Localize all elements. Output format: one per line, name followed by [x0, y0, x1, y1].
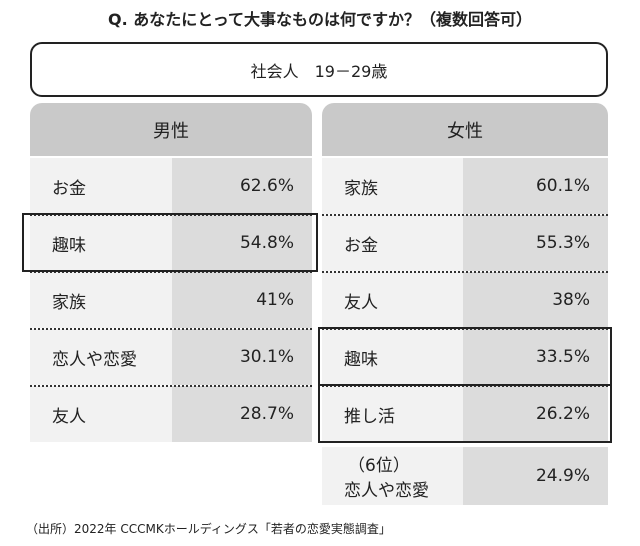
- cell-bg: [463, 272, 608, 328]
- cell-bg: [463, 215, 608, 271]
- item-label: 推し活: [344, 406, 395, 427]
- item-value: 60.1%: [535, 176, 590, 196]
- item-value: 30.1%: [239, 347, 294, 367]
- segment: 社会人 19－29歳: [30, 42, 608, 97]
- item-label: 家族: [52, 292, 86, 313]
- cell-bg: [172, 386, 312, 442]
- row-separator: [30, 214, 312, 216]
- cell-bg: [30, 158, 172, 214]
- row-separator: [30, 328, 312, 330]
- item-value: 26.2%: [535, 404, 590, 424]
- cell-bg: [172, 215, 312, 271]
- cell-bg: [172, 329, 312, 385]
- item-label: 趣味: [344, 349, 378, 370]
- item-value: 28.7%: [239, 404, 294, 424]
- item-label: 友人: [52, 406, 86, 427]
- column-header: 男性: [30, 103, 312, 156]
- item-value: 62.6%: [239, 176, 294, 196]
- row-separator: [322, 214, 608, 216]
- row-separator: [322, 271, 608, 273]
- question: Q. あなたにとって大事なものは何ですか？（複数回答可）: [108, 10, 532, 29]
- item-label: 友人: [344, 292, 378, 313]
- column-header: 女性: [322, 103, 608, 156]
- cell-bg: [463, 447, 608, 505]
- cell-bg: [322, 215, 463, 271]
- row-separator: [322, 385, 608, 387]
- cell-bg: [172, 158, 312, 214]
- cell-bg: [322, 272, 463, 328]
- item-label: お金: [344, 235, 378, 256]
- cell-bg: [30, 272, 172, 328]
- row-separator: [322, 328, 608, 330]
- item-label: 趣味: [52, 235, 86, 256]
- highlight-divider: [318, 384, 612, 386]
- item-value: 41%: [256, 290, 294, 310]
- highlight-box: [22, 213, 318, 272]
- item-value: 55.3%: [535, 233, 590, 253]
- cell-bg: [172, 272, 312, 328]
- cell-bg: [322, 158, 463, 214]
- cell-bg: [463, 329, 608, 385]
- cell-bg: [30, 329, 172, 385]
- item-value: 24.9%: [535, 466, 590, 486]
- item-value: 38%: [552, 290, 590, 310]
- cell-bg: [463, 158, 608, 214]
- item-label: 家族: [344, 178, 378, 199]
- item-value: 54.8%: [239, 233, 294, 253]
- item-label: 恋人や恋愛: [52, 349, 137, 370]
- item-value: 33.5%: [535, 347, 590, 367]
- row-separator: [30, 385, 312, 387]
- cell-bg: [322, 447, 463, 505]
- cell-bg: [30, 386, 172, 442]
- item-label: 恋人や恋愛: [344, 480, 429, 501]
- cell-bg: [322, 386, 463, 442]
- cell-bg: [322, 329, 463, 385]
- rank-note: （6位）: [348, 455, 410, 476]
- cell-bg: [463, 386, 608, 442]
- row-separator: [30, 271, 312, 273]
- source: （出所）2022年 CCCMKホールディングス「若者の恋愛実態調査」: [26, 522, 391, 536]
- item-label: お金: [52, 178, 86, 199]
- cell-bg: [30, 215, 172, 271]
